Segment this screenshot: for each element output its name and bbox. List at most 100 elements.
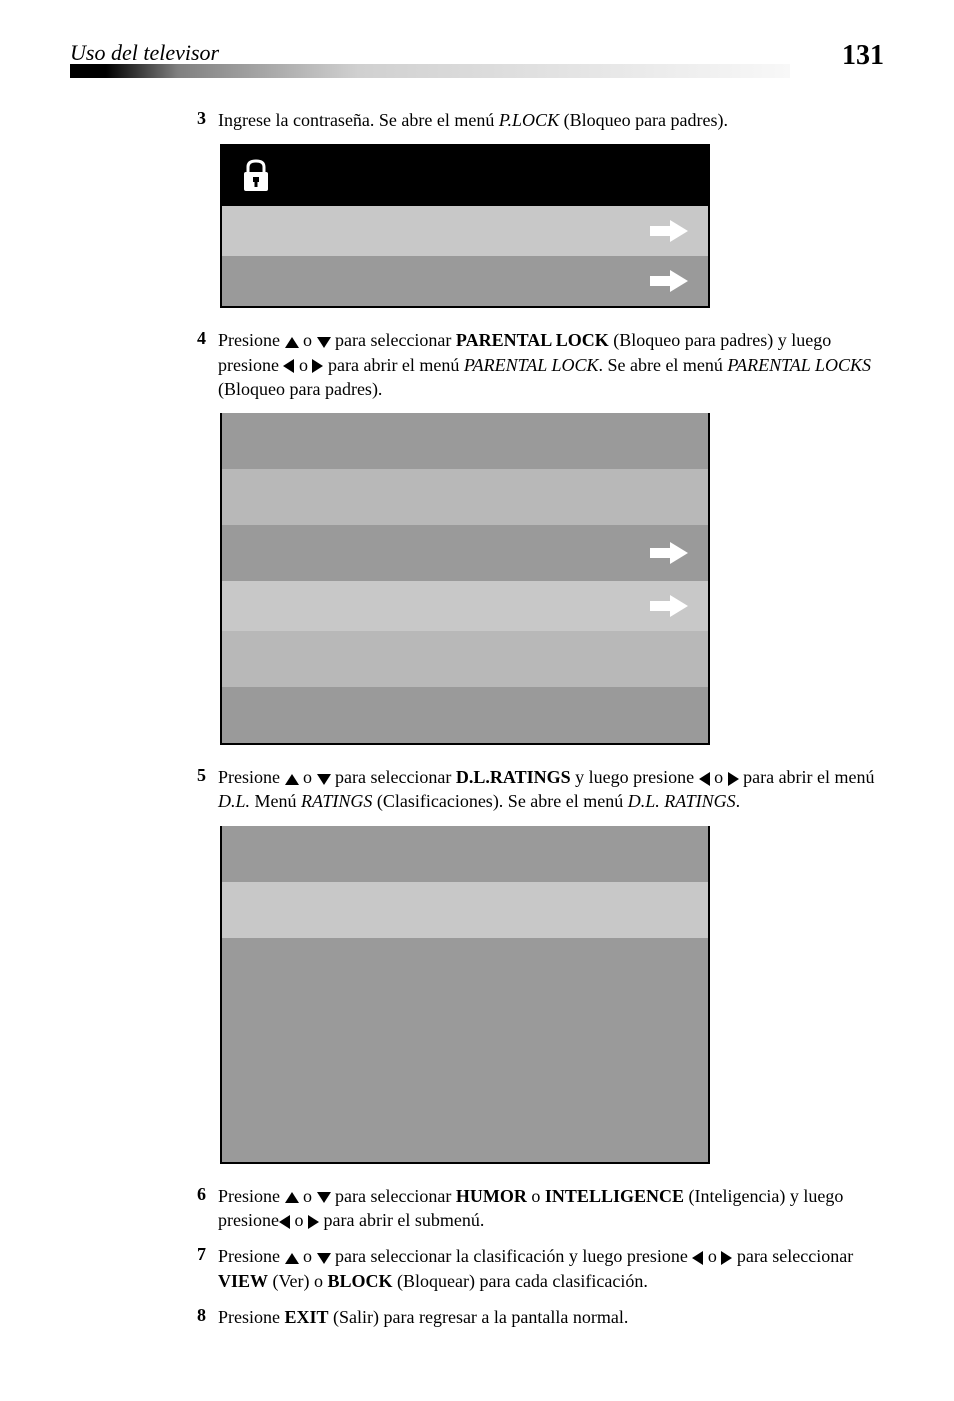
- menu-row: [222, 1106, 708, 1162]
- text-run: Presione: [218, 767, 285, 787]
- page-container: Uso del televisor 131 3 Ingrese la contr…: [0, 0, 954, 1401]
- triangle-right-icon: [728, 772, 739, 786]
- text-run: para abrir el submenú.: [319, 1210, 484, 1230]
- step-4: 4 Presione o para seleccionar PARENTAL L…: [70, 328, 884, 401]
- triangle-down-icon: [317, 774, 331, 785]
- text-run: P.LOCK: [499, 110, 559, 130]
- text-run: (Bloquear) para cada clasificación.: [393, 1271, 648, 1291]
- text-run: para seleccionar: [331, 767, 456, 787]
- menu-row: [222, 938, 708, 994]
- text-run: Ingrese la contraseña. Se abre el menú: [218, 110, 499, 130]
- triangle-left-icon: [283, 359, 294, 373]
- text-run: EXIT: [285, 1307, 329, 1327]
- triangle-left-icon: [699, 772, 710, 786]
- menu-row: [222, 826, 708, 882]
- text-run: .: [736, 791, 741, 811]
- text-run: Menú: [250, 791, 301, 811]
- menu-row: [222, 256, 708, 306]
- step-number: 6: [190, 1184, 218, 1233]
- text-run: para seleccionar: [732, 1246, 853, 1266]
- menu-parental-locks: [220, 413, 710, 745]
- text-run: y luego presione: [571, 767, 699, 787]
- step-text: Presione o para seleccionar HUMOR o INTE…: [218, 1184, 884, 1233]
- text-run: HUMOR: [456, 1186, 527, 1206]
- arrow-right-icon: [648, 593, 690, 619]
- text-run: o: [299, 330, 317, 350]
- text-run: para seleccionar: [331, 330, 456, 350]
- menu-row: [222, 581, 708, 631]
- step-text: Presione o para seleccionar PARENTAL LOC…: [218, 328, 884, 401]
- step-3: 3 Ingrese la contraseña. Se abre el menú…: [70, 108, 884, 132]
- text-run: RATINGS: [301, 791, 372, 811]
- page-number: 131: [842, 40, 884, 72]
- step-number: 7: [190, 1244, 218, 1293]
- page-header: Uso del televisor 131: [70, 40, 884, 78]
- step-text: Ingrese la contraseña. Se abre el menú P…: [218, 108, 884, 132]
- step-7: 7 Presione o para seleccionar la clasifi…: [70, 1244, 884, 1293]
- menu-row: [222, 994, 708, 1050]
- triangle-up-icon: [285, 1253, 299, 1264]
- triangle-left-icon: [692, 1251, 703, 1265]
- menu-header: [222, 146, 708, 206]
- step-text: Presione o para seleccionar D.L.RATINGS …: [218, 765, 884, 814]
- menu-dl-ratings: [220, 826, 710, 1164]
- header-left: Uso del televisor: [70, 40, 790, 78]
- text-run: o: [703, 1246, 721, 1266]
- step-text: Presione o para seleccionar la clasifica…: [218, 1244, 884, 1293]
- menu-row: [222, 206, 708, 256]
- triangle-right-icon: [308, 1215, 319, 1229]
- menu-row: [222, 1050, 708, 1106]
- text-run: o: [527, 1186, 545, 1206]
- text-run: BLOCK: [328, 1271, 393, 1291]
- menu-row: [222, 687, 708, 743]
- triangle-up-icon: [285, 774, 299, 785]
- text-run: para seleccionar: [331, 1186, 456, 1206]
- triangle-right-icon: [721, 1251, 732, 1265]
- menu-rows: [222, 826, 708, 1162]
- text-run: o: [710, 767, 728, 787]
- text-run: (Bloqueo para padres).: [559, 110, 728, 130]
- text-run: INTELLIGENCE: [545, 1186, 684, 1206]
- step-number: 5: [190, 765, 218, 814]
- header-underline: [70, 64, 790, 78]
- triangle-down-icon: [317, 1192, 331, 1203]
- text-run: o: [299, 1246, 317, 1266]
- text-run: PARENTAL LOCKS: [727, 355, 871, 375]
- triangle-left-icon: [279, 1215, 290, 1229]
- step-number: 3: [190, 108, 218, 132]
- text-run: PARENTAL LOCK: [464, 355, 599, 375]
- step-5: 5 Presione o para seleccionar D.L. RATING…: [70, 765, 884, 814]
- text-run: PARENTAL LOCK: [456, 330, 609, 350]
- triangle-up-icon: [285, 1192, 299, 1203]
- text-run: para abrir el menú: [739, 767, 875, 787]
- text-run: Presione: [218, 1307, 285, 1327]
- triangle-up-icon: [285, 337, 299, 348]
- arrow-right-icon: [648, 218, 690, 244]
- text-run: Presione: [218, 330, 285, 350]
- step-number: 4: [190, 328, 218, 401]
- menu-row: [222, 882, 708, 938]
- text-run: (Bloqueo para padres).: [218, 379, 382, 399]
- text-run: o: [299, 1186, 317, 1206]
- text-run: o: [290, 1210, 308, 1230]
- text-run: D.L. RATINGS: [628, 791, 736, 811]
- arrow-right-icon: [648, 540, 690, 566]
- step-text: Presione EXIT (Salir) para regresar a la…: [218, 1305, 884, 1329]
- step-number: 8: [190, 1305, 218, 1329]
- menu-row: [222, 413, 708, 469]
- triangle-down-icon: [317, 337, 331, 348]
- text-run: o: [299, 767, 317, 787]
- text-run: para abrir el menú: [323, 355, 463, 375]
- menu-row: [222, 525, 708, 581]
- text-run: (Clasificaciones). Se abre el menú: [372, 791, 627, 811]
- menu-rows: [222, 206, 708, 306]
- text-run: D.L.: [218, 791, 250, 811]
- text-run: o: [294, 355, 312, 375]
- lock-icon: [236, 158, 276, 194]
- step-6: 6 Presione o para seleccionar HUMOR o IN…: [70, 1184, 884, 1233]
- text-run: . Se abre el menú: [598, 355, 727, 375]
- text-run: (Salir) para regresar a la pantalla norm…: [329, 1307, 629, 1327]
- text-run: para seleccionar la clasificación y lueg…: [331, 1246, 693, 1266]
- menu-rows: [222, 413, 708, 743]
- menu-row: [222, 469, 708, 525]
